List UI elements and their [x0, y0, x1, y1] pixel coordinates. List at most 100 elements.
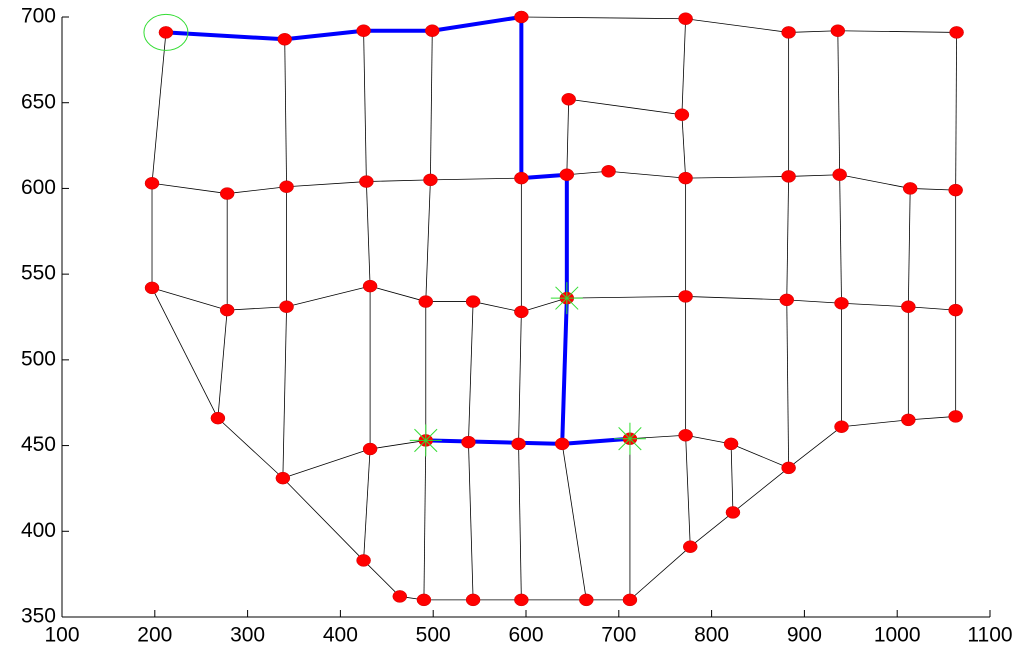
node [579, 593, 594, 607]
edge [908, 306, 956, 311]
node [219, 303, 235, 317]
edge [788, 426, 842, 469]
node [901, 300, 916, 313]
edge [681, 114, 687, 179]
edge [786, 176, 790, 300]
edge [561, 443, 587, 600]
node [416, 593, 432, 607]
edge [363, 448, 371, 561]
edge [841, 419, 909, 428]
node [678, 290, 693, 303]
node [948, 183, 963, 197]
y-tick-label: 400 [21, 519, 56, 542]
edge [430, 177, 522, 181]
node [622, 593, 638, 607]
edge [608, 170, 686, 179]
edge [369, 285, 426, 302]
node [362, 279, 378, 293]
x-tick-label: 1000 [874, 624, 921, 647]
x-tick-label: 600 [508, 624, 543, 647]
node [834, 420, 849, 433]
node [683, 540, 698, 553]
edge [282, 306, 287, 479]
edge [286, 181, 367, 188]
edge [685, 296, 787, 301]
edge [284, 39, 287, 187]
node [723, 437, 739, 451]
node [779, 293, 795, 307]
edge [786, 299, 790, 468]
edge [363, 30, 367, 182]
x-tick-label: 800 [694, 624, 729, 647]
node [832, 168, 847, 181]
edge [907, 188, 911, 307]
node [356, 24, 371, 37]
edge [468, 442, 474, 600]
edge [521, 16, 686, 20]
node [725, 506, 741, 519]
edge [681, 18, 687, 115]
node [948, 303, 963, 317]
node [425, 24, 440, 37]
node [144, 281, 160, 295]
node [830, 24, 846, 37]
node [144, 177, 160, 190]
star-marker [555, 286, 579, 310]
node [275, 471, 291, 485]
y-tick-label: 700 [21, 5, 56, 28]
edge [566, 99, 570, 175]
edge [732, 467, 789, 513]
node [948, 410, 963, 423]
edge [837, 30, 841, 175]
edge [151, 287, 228, 311]
node [949, 26, 964, 39]
edge [685, 176, 789, 179]
node [392, 590, 408, 603]
x-tick-label: 1100 [967, 624, 1012, 647]
node [781, 26, 796, 39]
edge [217, 417, 284, 479]
edge [629, 434, 686, 440]
edge [685, 435, 691, 547]
node [678, 429, 693, 442]
node [514, 593, 529, 607]
edge [910, 188, 956, 191]
edge [473, 301, 522, 313]
x-tick-label: 100 [44, 624, 79, 647]
edge [518, 443, 522, 600]
edge [227, 306, 287, 311]
node [834, 297, 849, 310]
y-tick-label: 500 [21, 347, 56, 370]
edge [730, 443, 789, 469]
route-edge [560, 298, 569, 444]
node [902, 182, 918, 195]
edge [839, 174, 842, 304]
node [219, 187, 235, 200]
edge [788, 174, 840, 177]
node [362, 442, 378, 456]
node [514, 305, 529, 319]
edge [521, 297, 567, 313]
node [561, 93, 576, 106]
edge [286, 285, 371, 308]
start-marker [143, 13, 189, 51]
node [158, 26, 174, 39]
y-tick-label: 650 [21, 90, 56, 113]
edge [217, 310, 228, 419]
x-tick-label: 900 [787, 624, 822, 647]
star-marker [618, 427, 642, 451]
route-edge [521, 172, 567, 181]
x-tick-label: 300 [230, 624, 265, 647]
edge [566, 296, 686, 299]
x-tick-label: 500 [416, 624, 451, 647]
edge [730, 443, 734, 513]
edge [468, 301, 474, 443]
node [678, 171, 693, 185]
x-tick-label: 700 [601, 624, 636, 647]
node [423, 173, 438, 187]
node [356, 554, 371, 567]
node [678, 12, 693, 25]
x-tick-label: 400 [323, 624, 358, 647]
